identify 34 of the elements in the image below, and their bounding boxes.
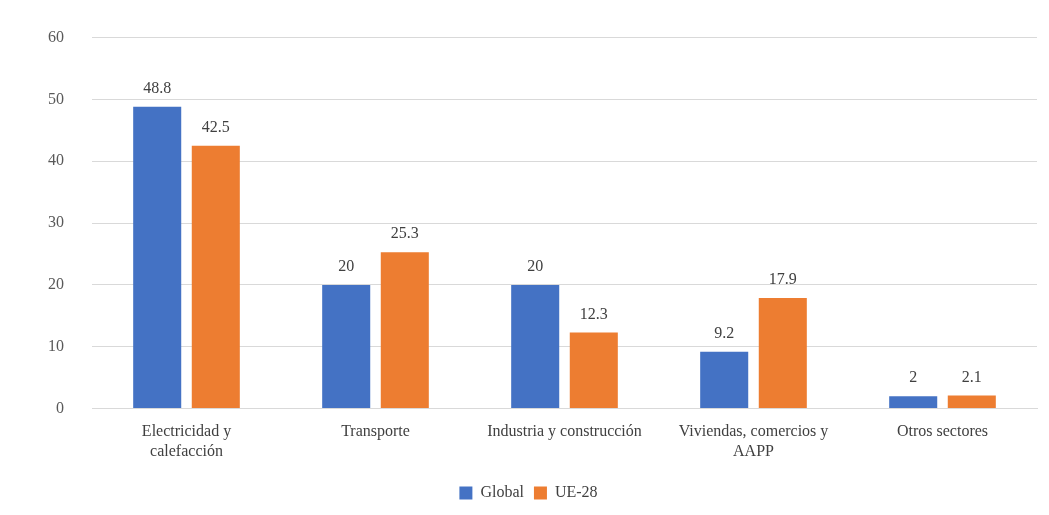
data-label: 20	[338, 257, 355, 275]
bar	[569, 332, 618, 409]
data-label: 2.1	[961, 367, 982, 385]
data-label: 12.3	[579, 304, 608, 322]
data-label: 48.8	[143, 79, 172, 97]
y-tick-label: 10	[48, 336, 64, 354]
bar	[322, 284, 371, 409]
x-tick-label: Viviendas, comercios y AAPP	[678, 422, 829, 459]
data-label: 25.3	[390, 224, 419, 242]
y-tick-label: 60	[48, 27, 64, 45]
bar	[700, 351, 749, 409]
bar	[511, 284, 560, 409]
bar	[758, 297, 807, 409]
x-tick-label: Electricidad y calefacción	[141, 422, 232, 459]
data-label: 9.2	[714, 323, 735, 341]
y-tick-label: 40	[48, 151, 64, 169]
data-label: 2	[909, 368, 918, 386]
x-tick-label: Transporte	[341, 422, 410, 441]
bar	[380, 252, 429, 409]
x-tick-label: Otros sectores	[896, 422, 989, 440]
y-tick-label: 0	[56, 398, 64, 416]
data-label: 42.5	[201, 118, 230, 136]
bar	[191, 145, 240, 409]
data-label: 17.9	[768, 270, 797, 288]
bar	[133, 106, 182, 409]
legend-label: UE-28	[554, 483, 598, 501]
data-label: 20	[527, 257, 544, 275]
y-tick-label: 50	[48, 89, 64, 107]
x-tick-label: Industria y construcción	[487, 422, 642, 441]
y-tick-label: 30	[48, 213, 64, 231]
legend-label: Global	[480, 483, 525, 501]
bar	[947, 395, 996, 409]
y-tick-label: 20	[48, 275, 64, 293]
bar	[889, 396, 938, 409]
